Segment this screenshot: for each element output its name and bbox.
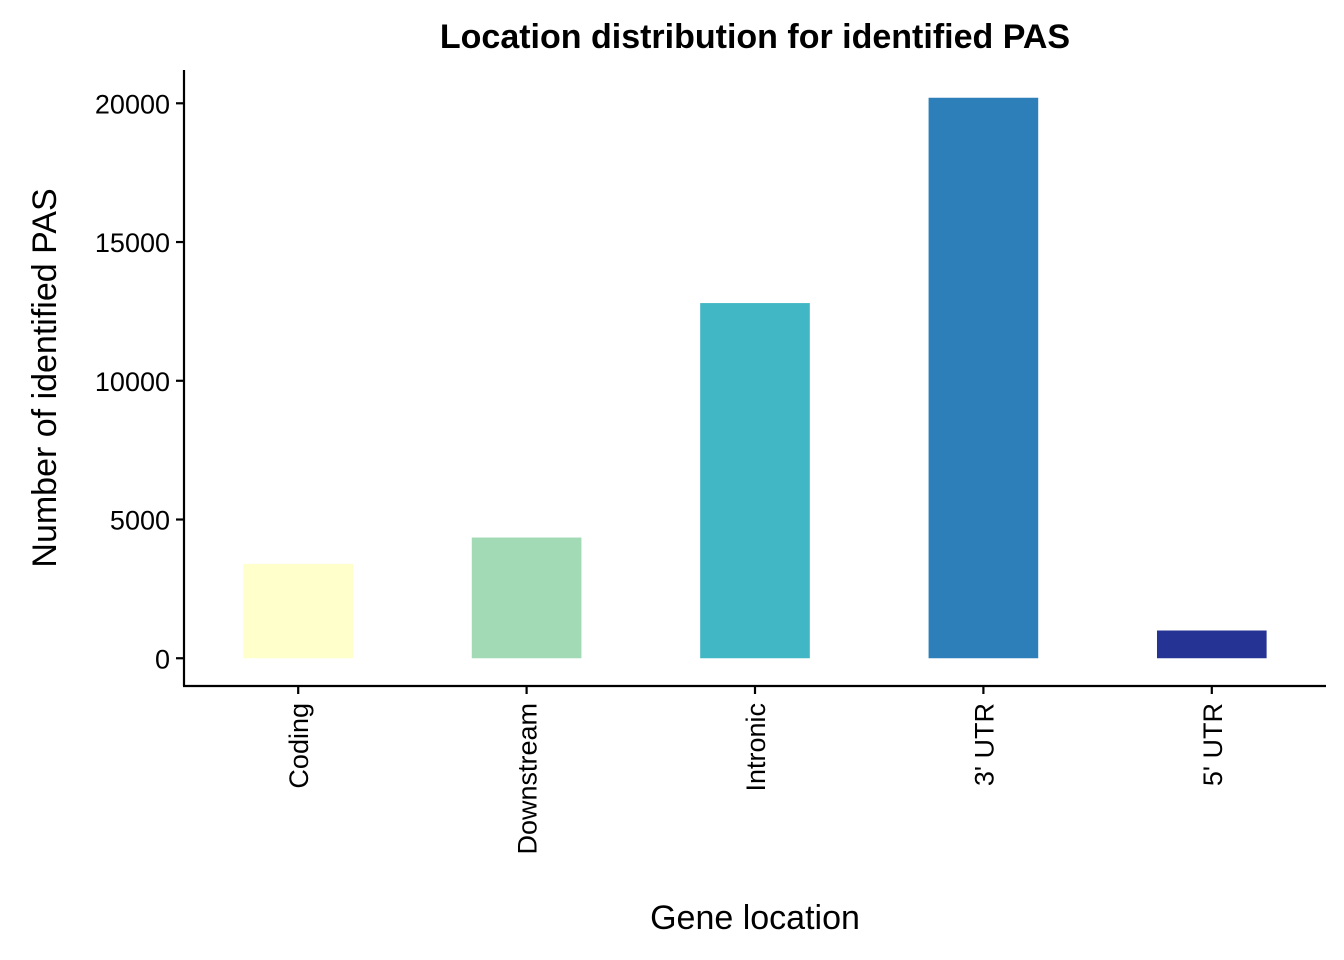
y-tick-label: 20000 [95,89,170,119]
x-tick-label: Intronic [741,703,771,792]
y-tick-label: 0 [155,644,170,674]
bar-downstream [471,537,582,659]
y-tick-label: 5000 [110,506,170,536]
x-tick-label: 5' UTR [1198,703,1228,786]
bar-coding [243,563,354,659]
y-tick-label: 15000 [95,228,170,258]
bar-5-utr [1156,630,1267,659]
x-tick-label: Coding [284,703,314,789]
y-axis-ticks: 0 5000 10000 15000 20000 [95,89,184,674]
x-tick-label: Downstream [513,703,543,855]
x-tick-label: 3' UTR [969,703,999,786]
chart-title: Location distribution for identified PAS [440,18,1070,56]
bars-group [243,97,1267,659]
y-tick-label: 10000 [95,367,170,397]
y-axis-label: Number of identified PAS [26,188,64,567]
x-axis-ticks: Coding Downstream Intronic 3' UTR 5' UTR [284,686,1228,855]
x-axis-label: Gene location [650,899,860,937]
bar-3-utr [928,97,1039,659]
bar-intronic [700,303,810,659]
